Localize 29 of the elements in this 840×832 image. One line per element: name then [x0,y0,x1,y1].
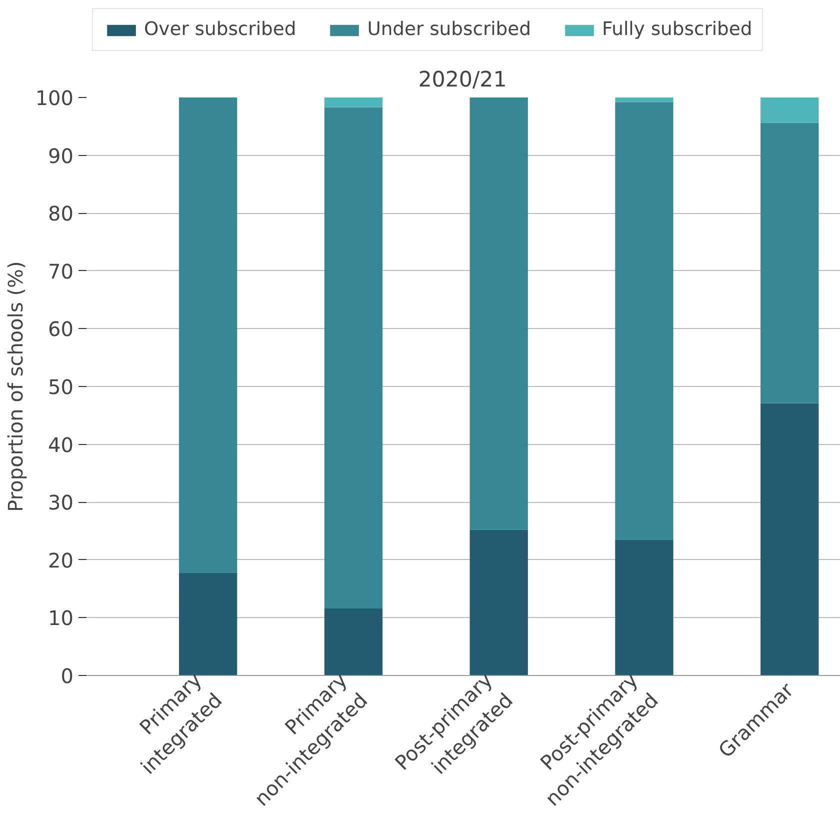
y-tick-label: 50 [48,375,74,399]
y-tick-label: 10 [48,606,74,630]
bar [324,608,383,676]
y-tick-label: 20 [48,548,74,572]
bar [324,107,383,608]
legend-label: Over subscribed [144,19,296,40]
bar [760,403,819,676]
y-tick-label: 40 [48,432,74,457]
bar [615,98,674,102]
y-tick-label: 60 [48,317,74,342]
bar [179,572,238,676]
bar [615,540,674,676]
bar [760,98,819,123]
bar [179,98,238,573]
y-tick-label: 70 [48,259,74,284]
legend-label: Fully subscribed [602,19,752,40]
bar [470,530,528,676]
y-axis-title: Proportion of schools (%) [3,261,28,512]
bar [760,122,819,404]
y-tick-label: 90 [48,144,74,168]
bar [615,102,674,540]
y-tick-label: 100 [35,86,74,110]
bar [324,98,383,108]
y-tick-label: 80 [48,202,74,226]
y-tick-label: 0 [60,664,74,688]
y-tick-label: 30 [48,490,74,515]
legend-label: Under subscribed [367,19,531,40]
chart-title: 2020/21 [418,68,507,92]
bar [470,98,528,530]
